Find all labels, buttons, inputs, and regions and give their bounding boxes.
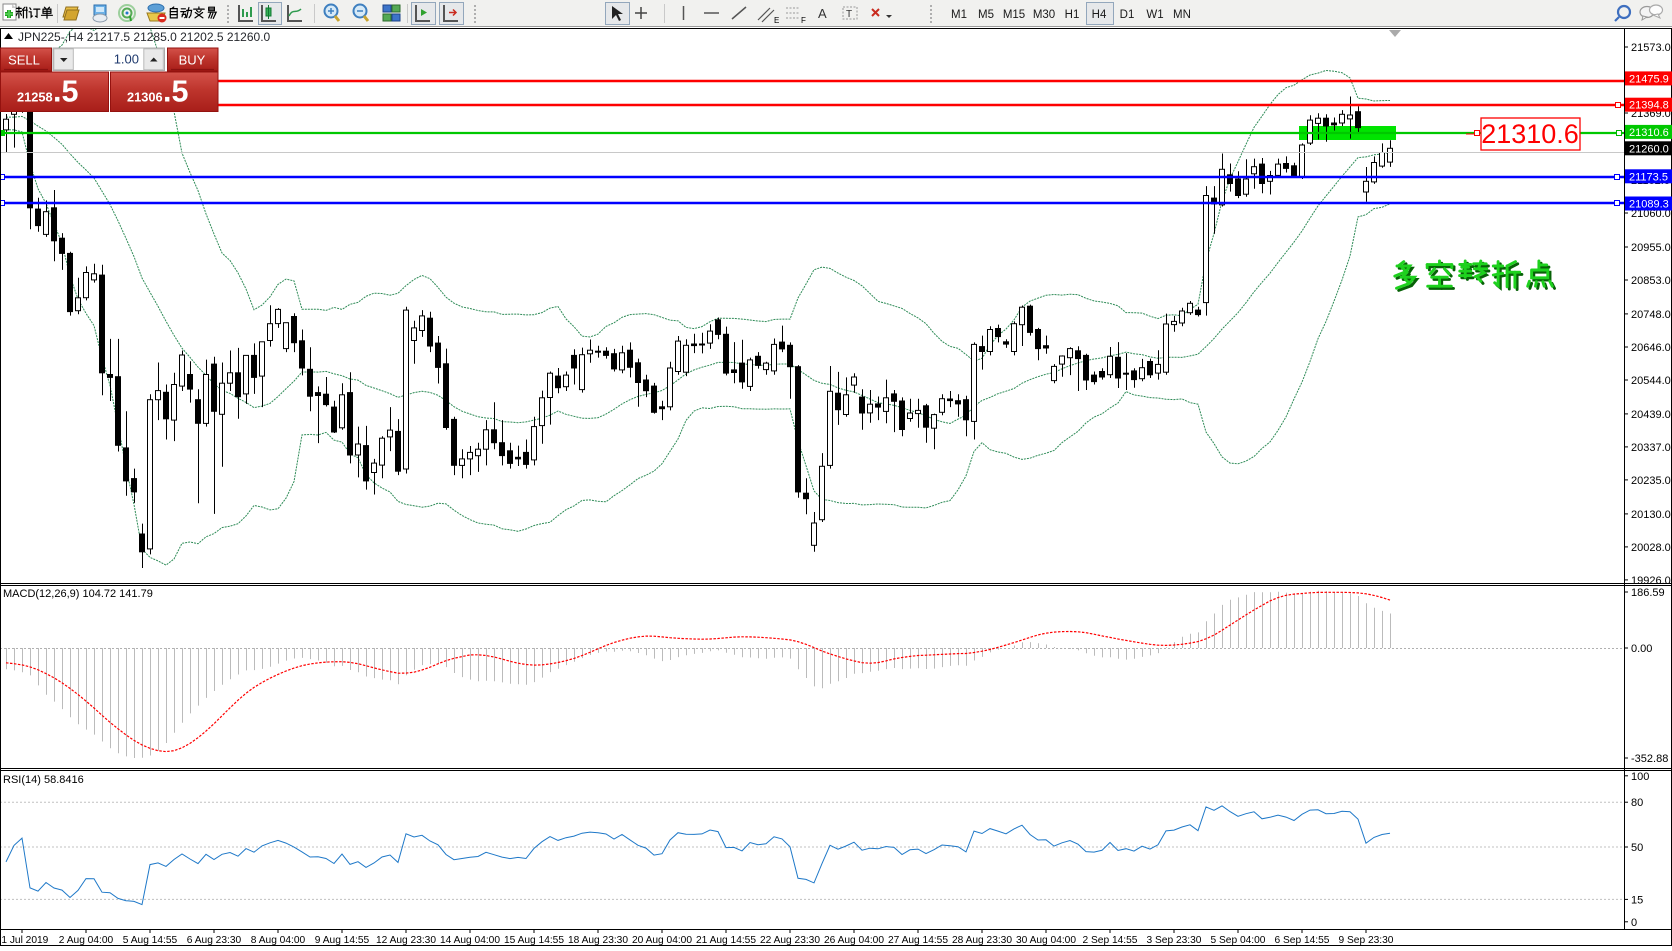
svg-text:21310.6: 21310.6 [1481,119,1579,149]
svg-text:2 Aug 04:00: 2 Aug 04:00 [59,935,114,946]
svg-text:21306: 21306 [127,90,163,105]
svg-text:9 Aug 14:55: 9 Aug 14:55 [315,935,370,946]
svg-text:22 Aug 23:30: 22 Aug 23:30 [760,935,820,946]
svg-text:8 Aug 04:00: 8 Aug 04:00 [251,935,306,946]
svg-text:W1: W1 [1146,9,1163,21]
svg-text:T: T [846,9,852,20]
svg-text:21060.0: 21060.0 [1631,208,1671,220]
svg-text:30 Aug 04:00: 30 Aug 04:00 [1016,935,1076,946]
svg-text:50: 50 [1631,842,1643,854]
svg-text:31 Jul 2019: 31 Jul 2019 [0,935,49,946]
svg-text:A: A [818,6,827,21]
svg-text:.5: .5 [163,75,188,109]
svg-text:100: 100 [1631,771,1649,783]
svg-text:E: E [774,16,779,25]
svg-text:6 Aug 23:30: 6 Aug 23:30 [187,935,242,946]
svg-text:20 Aug 04:00: 20 Aug 04:00 [632,935,692,946]
svg-text:2 Sep 14:55: 2 Sep 14:55 [1083,935,1138,946]
svg-text:H1: H1 [1065,9,1080,21]
svg-text:MACD(12,26,9) 104.72 141.79: MACD(12,26,9) 104.72 141.79 [3,588,153,600]
svg-text:20439.0: 20439.0 [1631,409,1671,421]
svg-text:SELL: SELL [8,53,40,68]
svg-text:21089.3: 21089.3 [1629,199,1669,211]
svg-text:M30: M30 [1033,9,1055,21]
svg-text:20646.0: 20646.0 [1631,342,1671,354]
svg-text:15 Aug 14:55: 15 Aug 14:55 [504,935,564,946]
svg-text:18 Aug 23:30: 18 Aug 23:30 [568,935,628,946]
svg-text:20235.0: 20235.0 [1631,475,1671,487]
svg-text:D1: D1 [1120,9,1135,21]
svg-text:1.00: 1.00 [114,52,139,67]
svg-text:20028.0: 20028.0 [1631,542,1671,554]
svg-text:3 Sep 23:30: 3 Sep 23:30 [1147,935,1202,946]
svg-text:21475.9: 21475.9 [1629,73,1669,85]
svg-text:H4: H4 [1092,9,1107,21]
svg-text:20544.0: 20544.0 [1631,375,1671,387]
svg-text:28 Aug 23:30: 28 Aug 23:30 [952,935,1012,946]
svg-text:21394.8: 21394.8 [1629,100,1669,112]
svg-text:21310.6: 21310.6 [1629,127,1669,139]
svg-text:9 Sep 23:30: 9 Sep 23:30 [1339,935,1394,946]
svg-text:21260.0: 21260.0 [1629,143,1669,155]
svg-text:80: 80 [1631,797,1643,809]
svg-text:21173.5: 21173.5 [1629,171,1668,183]
svg-text:M5: M5 [978,9,994,21]
svg-text:20853.0: 20853.0 [1631,275,1671,287]
svg-text:M15: M15 [1003,9,1025,21]
svg-text:21258: 21258 [17,90,53,105]
svg-text:27 Aug 14:55: 27 Aug 14:55 [888,935,948,946]
svg-text:12 Aug 23:30: 12 Aug 23:30 [376,935,436,946]
svg-text:M1: M1 [951,9,967,21]
svg-text:6 Sep 14:55: 6 Sep 14:55 [1275,935,1330,946]
svg-text:21573.0: 21573.0 [1631,42,1671,54]
svg-text:0.00: 0.00 [1631,643,1652,655]
svg-text:20748.0: 20748.0 [1631,309,1671,321]
svg-text:26 Aug 04:00: 26 Aug 04:00 [824,935,884,946]
svg-text:-352.88: -352.88 [1631,753,1668,765]
svg-text:20955.0: 20955.0 [1631,242,1671,254]
svg-text:20130.0: 20130.0 [1631,509,1671,521]
svg-text:MN: MN [1173,9,1191,21]
svg-text:.5: .5 [53,75,78,109]
svg-text:186.59: 186.59 [1631,587,1665,599]
svg-text:BUY: BUY [179,53,206,68]
svg-text:RSI(14) 58.8416: RSI(14) 58.8416 [3,774,84,786]
svg-text:0: 0 [1631,917,1637,929]
svg-text:15: 15 [1631,894,1643,906]
svg-text:19926.0: 19926.0 [1631,575,1671,587]
svg-text:5 Sep 04:00: 5 Sep 04:00 [1211,935,1266,946]
svg-text:JPN225-,H4 21217.5 21285.0 21: JPN225-,H4 21217.5 21285.0 21202.5 21260… [18,30,271,44]
svg-text:21 Aug 14:55: 21 Aug 14:55 [696,935,756,946]
svg-text:5 Aug 14:55: 5 Aug 14:55 [123,935,178,946]
svg-text:F: F [801,16,806,25]
svg-text:20337.0: 20337.0 [1631,442,1671,454]
svg-text:14 Aug 04:00: 14 Aug 04:00 [440,935,500,946]
